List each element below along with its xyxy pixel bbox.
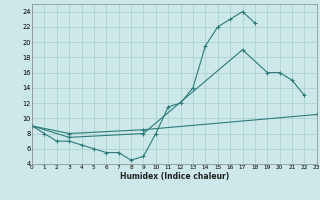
X-axis label: Humidex (Indice chaleur): Humidex (Indice chaleur) <box>120 172 229 181</box>
